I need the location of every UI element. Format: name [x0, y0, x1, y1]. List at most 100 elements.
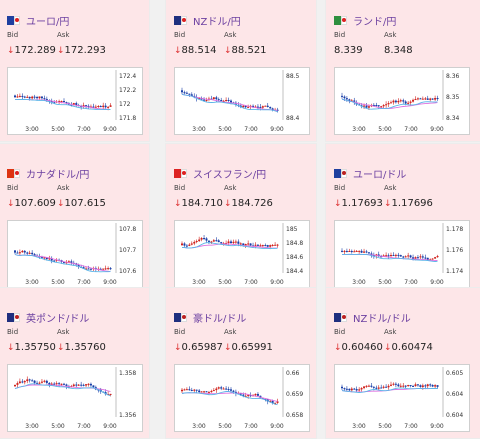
candle-body	[102, 105, 105, 108]
candle-body	[402, 256, 405, 258]
pair-title-row[interactable]: NZドル/円	[174, 13, 241, 28]
pair-name[interactable]: ユーロ/円	[26, 16, 70, 28]
rate-card[interactable]: ランド/円 Bid Ask 8.339 8.348 8.36 8.35 8.34 3:…	[325, 0, 480, 142]
candle-body	[43, 257, 46, 259]
candle-body	[85, 268, 88, 270]
candle-body	[247, 243, 250, 245]
pair-title-row[interactable]: ユーロ/円	[7, 13, 70, 28]
candle-body	[404, 385, 407, 387]
candle-body	[104, 268, 107, 270]
pair-name[interactable]: スイスフラン/円	[193, 169, 267, 181]
rate-card[interactable]: ユーロ/円 Bid Ask ↓172.289 ↓172.293 172.4 172…	[0, 0, 150, 142]
candle-body	[53, 383, 56, 385]
pair-name[interactable]: ユーロ/ドル	[353, 169, 407, 181]
y-tick-label: 1.174	[446, 268, 463, 275]
pair-title-row[interactable]: ランド/円	[334, 13, 397, 28]
rate-card[interactable]: NZドル/円 Bid Ask ↓88.514 ↓88.521 88.5 88.4 3…	[165, 0, 317, 142]
candle-body	[215, 97, 218, 100]
y-tick-label: 1.178	[446, 226, 463, 233]
x-tick-label: 3:00	[192, 423, 206, 430]
candle-body	[28, 96, 31, 99]
candle-body	[65, 262, 68, 264]
y-tick-label: 8.35	[446, 94, 460, 101]
x-tick-label: 3:00	[192, 126, 206, 133]
candle-body	[419, 98, 422, 100]
candle-body	[207, 240, 210, 242]
candle-body	[185, 245, 188, 247]
candle-body	[266, 105, 269, 107]
candle-body	[67, 261, 70, 263]
candle-body	[256, 106, 259, 108]
mini-chart[interactable]: 0.66 0.659 0.658 3:00 5:00 7:00 9:00	[174, 364, 310, 432]
candle-body	[215, 240, 218, 242]
candle-body	[365, 251, 368, 253]
y-tick-label: 0.659	[286, 391, 303, 398]
x-tick-label: 9:00	[270, 126, 284, 133]
mini-chart[interactable]: 0.605 0.604 0.604 3:00 5:00 7:00 9:00	[334, 364, 470, 432]
candle-body	[200, 391, 203, 393]
mini-chart[interactable]: 88.5 88.4 3:00 5:00 7:00 9:00	[174, 67, 310, 135]
ask-label: Ask	[224, 328, 237, 336]
pair-name[interactable]: NZドル/円	[193, 16, 241, 28]
candle-body	[14, 384, 16, 387]
candle-body	[14, 250, 16, 253]
down-arrow-icon: ↓	[7, 199, 15, 209]
candle-body	[407, 255, 410, 257]
candle-body	[183, 389, 186, 391]
candle-body	[399, 255, 402, 257]
down-arrow-icon: ↓	[334, 343, 342, 353]
mini-chart[interactable]: 1.178 1.176 1.174 3:00 5:00 7:00 9:00	[334, 220, 470, 288]
pair-title-row[interactable]: スイスフラン/円	[174, 166, 267, 181]
pair-name[interactable]: ランド/円	[353, 16, 397, 28]
candle-body	[45, 98, 48, 101]
y-tick-label: 107.8	[119, 226, 136, 233]
candle-body	[207, 392, 210, 394]
candle-body	[424, 98, 427, 100]
rate-card[interactable]: ユーロ/ドル Bid Ask ↓1.17693 ↓1.17696 1.178 1.…	[325, 143, 480, 295]
mini-chart[interactable]: 1.358 1.356 3:00 5:00 7:00 9:00	[7, 364, 143, 432]
mini-chart[interactable]: 185 184.8 184.6 184.4 3:00 5:00 7:00 9:00	[174, 220, 310, 288]
pair-name[interactable]: NZドル/ドル	[353, 313, 411, 325]
pair-title-row[interactable]: NZドル/ドル	[334, 310, 411, 325]
bid-label: Bid	[174, 328, 186, 336]
pair-title-row[interactable]: 豪ドル/ドル	[174, 310, 247, 325]
x-tick-label: 3:00	[192, 279, 206, 286]
pair-name[interactable]: カナダドル/円	[26, 169, 90, 181]
pair-name[interactable]: 豪ドル/ドル	[193, 313, 247, 325]
candle-body	[345, 250, 348, 252]
bid-label: Bid	[174, 184, 186, 192]
pair-title-row[interactable]: ユーロ/ドル	[334, 166, 407, 181]
y-tick-label: 184.4	[286, 268, 303, 275]
rate-card[interactable]: スイスフラン/円 Bid Ask ↓184.710 ↓184.726 185 18…	[165, 143, 317, 295]
rate-card[interactable]: 英ポンド/ドル Bid Ask ↓1.35750 ↓1.35760 1.358 1…	[0, 287, 150, 439]
candle-body	[343, 250, 346, 252]
pair-name[interactable]: 英ポンド/ドル	[26, 313, 90, 325]
candle-body	[367, 385, 370, 387]
bid-label: Bid	[174, 31, 186, 39]
candle-body	[225, 388, 228, 390]
rate-card[interactable]: 豪ドル/ドル Bid Ask ↓0.65987 ↓0.65991 0.66 0.6…	[165, 287, 317, 439]
mini-chart[interactable]: 172.4 172.2 172 171.8 3:00 5:00 7:00 9:00	[7, 67, 143, 135]
candle-body	[416, 257, 419, 259]
mini-chart[interactable]: 107.8 107.7 107.6 3:00 5:00 7:00 9:00	[7, 220, 143, 288]
candle-body	[343, 388, 346, 390]
candle-body	[40, 381, 43, 383]
candle-body	[217, 99, 220, 101]
candle-body	[102, 268, 105, 270]
candle-body	[225, 242, 228, 244]
candle-body	[409, 101, 412, 103]
pair-title-row[interactable]: カナダドル/円	[7, 166, 90, 181]
rate-card[interactable]: NZドル/ドル Bid Ask ↓0.60460 ↓0.60474 0.605 0…	[325, 287, 480, 439]
moving-average-line	[14, 254, 111, 273]
rate-card[interactable]: カナダドル/円 Bid Ask ↓107.609 ↓107.615 107.8 1…	[0, 143, 150, 295]
mini-chart[interactable]: 8.36 8.35 8.34 3:00 5:00 7:00 9:00	[334, 67, 470, 135]
candle-body	[36, 97, 39, 99]
candle-body	[360, 388, 363, 390]
candle-body	[63, 101, 65, 103]
x-tick-label: 9:00	[270, 279, 284, 286]
candle-body	[363, 105, 366, 107]
y-tick-label: 107.7	[119, 247, 136, 254]
pair-title-row[interactable]: 英ポンド/ドル	[7, 310, 90, 325]
candle-body	[358, 250, 361, 252]
candle-body	[195, 389, 198, 391]
